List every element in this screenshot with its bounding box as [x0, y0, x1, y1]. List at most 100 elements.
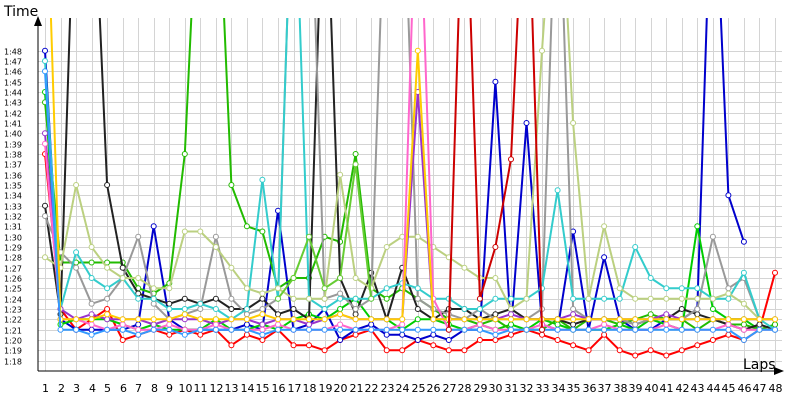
data-point: [740, 321, 747, 328]
data-point: [585, 347, 592, 354]
data-point: [725, 295, 732, 302]
x-tick-label: 45: [722, 382, 736, 395]
data-point: [321, 295, 328, 302]
data-point: [275, 326, 281, 333]
data-point: [694, 326, 701, 333]
data-point: [88, 300, 95, 307]
data-point: [476, 337, 483, 343]
x-tick-label: 38: [614, 382, 628, 395]
data-point: [321, 306, 328, 312]
data-point: [772, 316, 778, 323]
data-point: [508, 311, 514, 318]
x-tick-label: 34: [552, 382, 566, 395]
x-tick-label: 33: [536, 382, 550, 395]
data-point: [554, 326, 561, 333]
data-point: [756, 316, 763, 323]
x-tick-label: 8: [151, 382, 158, 395]
data-point: [694, 306, 701, 312]
data-point: [678, 326, 685, 333]
data-point: [150, 300, 157, 307]
data-point: [337, 290, 344, 297]
data-point: [150, 316, 157, 323]
series-10: [42, 18, 778, 333]
data-point: [150, 223, 157, 230]
data-point: [570, 316, 577, 323]
data-point: [570, 326, 577, 333]
x-tick-label: 32: [520, 382, 534, 395]
y-tick-label: 1:34: [4, 192, 22, 201]
data-point: [383, 316, 390, 323]
data-point: [585, 295, 592, 302]
data-point: [150, 295, 157, 302]
y-axis-arrow-icon: [34, 16, 42, 26]
data-point: [259, 295, 266, 302]
data-point: [228, 342, 235, 349]
data-point: [368, 316, 375, 323]
data-point: [663, 321, 670, 328]
data-point: [119, 321, 126, 328]
data-point: [616, 347, 623, 354]
data-point: [523, 295, 530, 302]
data-point: [616, 295, 623, 302]
data-point: [476, 306, 483, 312]
data-point: [570, 342, 577, 349]
x-tick-label: 5: [104, 382, 111, 395]
data-point: [73, 182, 80, 188]
data-point: [259, 311, 266, 318]
data-point: [88, 259, 95, 266]
data-point: [104, 264, 111, 271]
data-point: [476, 326, 483, 333]
data-point: [383, 244, 390, 250]
data-point: [352, 331, 359, 338]
x-tick-label: 31: [505, 382, 519, 395]
data-point: [647, 275, 654, 281]
data-point: [290, 342, 297, 349]
data-point: [461, 316, 468, 323]
data-point: [492, 331, 499, 338]
data-point: [647, 295, 654, 302]
data-point: [647, 311, 654, 318]
data-point: [492, 244, 499, 250]
data-point: [73, 264, 80, 271]
y-tick-label: 1:33: [4, 203, 22, 212]
x-tick-label: 4: [89, 382, 96, 395]
y-tick-label: 1:37: [4, 161, 22, 170]
data-point: [399, 347, 406, 354]
data-point: [290, 326, 297, 333]
data-point: [616, 326, 623, 333]
x-tick-label: 25: [412, 382, 426, 395]
data-point: [725, 321, 732, 328]
data-point: [243, 316, 250, 323]
data-point: [414, 233, 421, 240]
y-tick-label: 1:41: [4, 120, 22, 129]
data-point: [570, 295, 577, 302]
y-tick-label: 1:47: [4, 58, 22, 67]
data-point: [259, 321, 266, 328]
x-tick-label: 48: [769, 382, 783, 395]
x-tick-label: 43: [691, 382, 705, 395]
data-point: [492, 337, 499, 343]
data-point: [492, 275, 499, 281]
data-point: [228, 316, 235, 323]
y-tick-label: 1:36: [4, 172, 22, 181]
data-point: [601, 321, 608, 328]
data-point: [383, 347, 390, 354]
data-point: [461, 347, 468, 354]
data-point: [290, 316, 297, 323]
data-point: [554, 316, 561, 323]
data-point: [337, 306, 344, 312]
data-point: [321, 326, 328, 333]
x-tick-label: 12: [210, 382, 224, 395]
data-point: [554, 187, 561, 194]
data-point: [508, 295, 514, 302]
data-point: [42, 254, 48, 261]
data-point: [352, 295, 359, 302]
series-line: [44, 18, 745, 341]
data-point: [259, 337, 266, 343]
data-point: [601, 295, 608, 302]
data-point: [88, 326, 95, 333]
data-point: [523, 316, 530, 323]
data-point: [104, 306, 111, 312]
data-point: [414, 337, 421, 343]
data-point: [321, 285, 328, 292]
